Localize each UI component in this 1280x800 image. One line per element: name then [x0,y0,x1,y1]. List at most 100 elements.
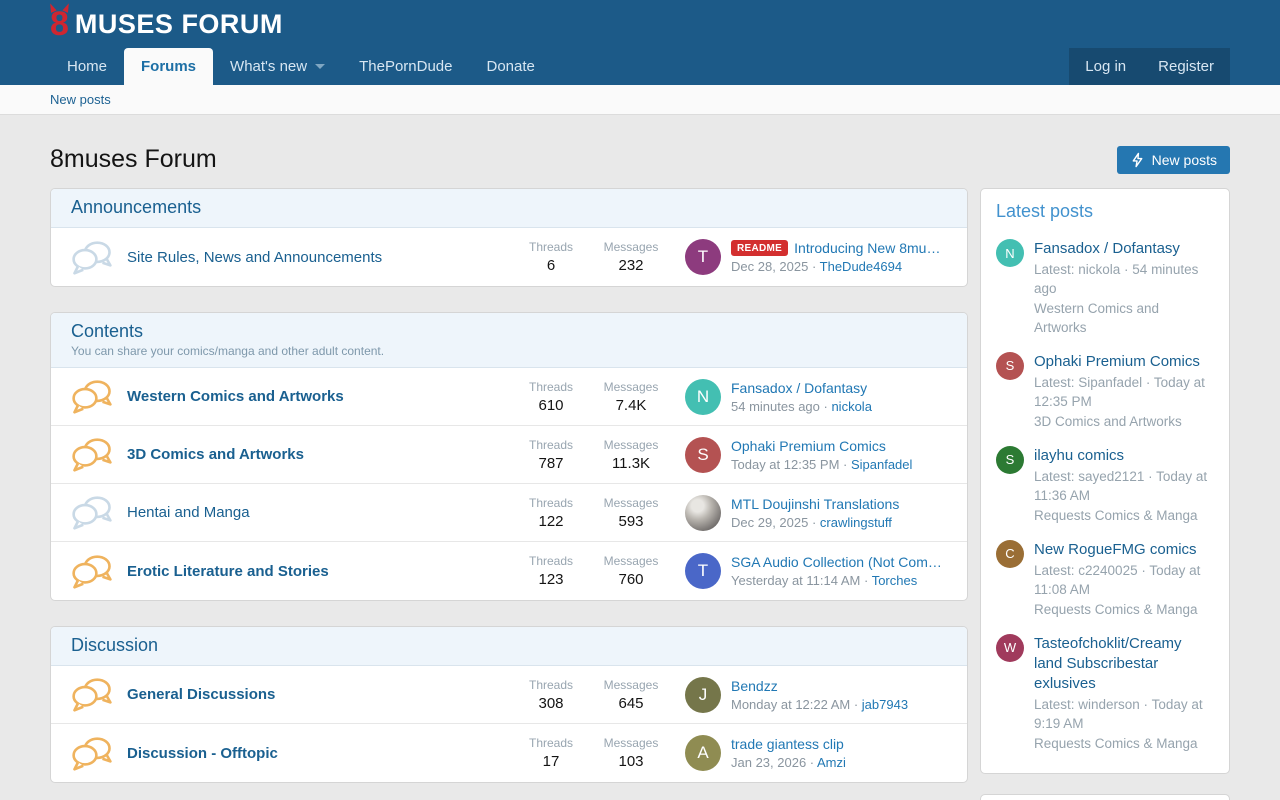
forum-link[interactable]: Discussion - Offtopic [127,744,278,762]
latest-post-forum: Western Comics and Artworks [1034,301,1160,335]
section-discussion: Discussion General Discussions Threads 30… [50,626,968,783]
avatar[interactable]: S [685,436,721,473]
section-title[interactable]: Announcements [71,197,202,217]
logo-devil-8-icon: 8 [50,5,69,43]
speech-bubbles-icon [71,554,113,589]
forum-link[interactable]: Western Comics and Artworks [127,388,344,405]
forum-link[interactable]: Erotic Literature and Stories [127,562,329,580]
readme-badge: README [731,240,789,256]
section-header: Announcements [51,189,967,228]
latest-user-link[interactable]: Torches [871,573,918,588]
threads-value: 122 [538,512,564,530]
register-button[interactable]: Register [1158,58,1214,75]
latest-user-link[interactable]: TheDude4694 [819,259,903,274]
latest-post-item: N Fansadox / Dofantasy Latest: nickola ·… [996,232,1214,345]
latest-thread-link[interactable]: Fansadox / Dofantasy [731,379,868,396]
speech-bubbles-icon [71,677,113,712]
avatar[interactable]: S [996,445,1024,474]
forum-statistics-widget: Forum statistics Threads: 3,245 Messages… [980,794,1230,800]
forum-row-site-rules: Site Rules, News and Announcements Threa… [51,228,967,286]
site-logo[interactable]: 8 MUSES FORUM [50,5,283,43]
latest-meta: Dec 28, 2025 · TheDude4694 [731,259,947,274]
messages-value: 760 [618,571,644,588]
latest-meta: Yesterday at 11:14 AM · Torches [731,573,947,588]
new-posts-button-label: New posts [1151,151,1217,168]
section-title[interactable]: Discussion [71,635,159,655]
nav-item-home[interactable]: Home [67,58,108,75]
latest-thread-link[interactable]: SGA Audio Collection (Not Complet... [731,554,947,570]
forum-link[interactable]: 3D Comics and Artworks [127,446,304,463]
chevron-down-icon [315,64,326,69]
messages-value: 232 [618,257,644,274]
latest-post-item: W Tasteofchoklit/Creamy land Subscribest… [996,627,1214,761]
nav-item-theporndude[interactable]: ThePornDude [359,58,453,75]
latest-post-forum: Requests Comics & Manga [1034,736,1198,752]
latest-thread-link[interactable]: Ophaki Premium Comics [731,437,886,454]
latest-meta: 54 minutes ago · nickola [731,399,872,414]
auth-nav: Log in Register [1069,48,1230,85]
avatar-photo[interactable] [685,494,721,531]
threads-label: Threads [528,495,574,510]
threads-label: Threads [528,437,574,452]
latest-date: Today at 12:35 PM · [731,456,851,472]
messages-label: Messages [603,437,659,452]
latest-post-link[interactable]: New RogueFMG comics [1034,540,1197,558]
latest-date: Dec 29, 2025 · [731,514,820,530]
latest-user-link[interactable]: Amzi [817,755,846,770]
avatar[interactable]: W [996,633,1024,662]
latest-post-meta: Latest: nickola · 54 minutes ago [1034,262,1199,297]
latest-post-forum: 3D Comics and Artworks [1034,413,1182,429]
avatar[interactable]: N [996,239,1024,267]
forum-link[interactable]: General Discussions [127,686,276,703]
nav-item-forums[interactable]: Forums [124,48,214,85]
messages-label: Messages [603,379,659,394]
latest-post-link[interactable]: Fansadox / Dofantasy [1034,240,1180,257]
section-announcements: Announcements Site Rules, News and Annou… [50,188,968,287]
latest-user-link[interactable]: crawlingstuff [819,514,892,530]
avatar[interactable]: S [996,351,1024,380]
threads-label: Threads [528,379,574,394]
latest-user-link[interactable]: jab7943 [861,696,909,712]
latest-post-forum: Requests Comics & Manga [1034,507,1198,523]
latest-post-block: T README Introducing New 8muses ... Dec … [685,239,947,275]
latest-meta: Jan 23, 2026 · Amzi [731,755,846,770]
threads-value: 787 [538,454,564,472]
main-nav: Home Forums What's new ThePornDude Donat… [0,48,1280,85]
forum-link[interactable]: Hentai and Manga [127,504,250,521]
latest-user-link[interactable]: nickola [831,398,872,414]
latest-date: Monday at 12:22 AM · [731,696,862,712]
avatar[interactable]: T [685,553,721,589]
threads-label: Threads [528,554,574,568]
avatar[interactable]: J [685,676,721,713]
avatar[interactable]: C [996,539,1024,568]
messages-value: 103 [618,753,644,770]
messages-value: 593 [618,512,644,530]
latest-thread-link[interactable]: MTL Doujinshi Translations [731,495,900,512]
latest-post-link[interactable]: ilayhu comics [1034,446,1125,464]
page-title: 8muses Forum [50,145,217,173]
section-title[interactable]: Contents [71,321,144,341]
latest-thread-link[interactable]: Introducing New 8muses ... [794,240,947,256]
threads-value: 123 [538,571,564,588]
nav-item-whats-new[interactable]: What's new [213,48,342,85]
latest-thread-link[interactable]: Bendzz [731,677,778,694]
speech-bubbles-icon [71,437,113,472]
latest-thread-link[interactable]: trade giantess clip [731,736,844,752]
avatar[interactable]: A [685,735,721,771]
site-header: 8 MUSES FORUM Home Forums What's new The… [0,0,1280,85]
latest-post-item: C New RogueFMG comics Latest: c2240025 ·… [996,533,1214,627]
login-button[interactable]: Log in [1085,58,1127,75]
new-posts-button[interactable]: New posts [1116,145,1230,174]
speech-bubbles-icon [71,240,113,275]
latest-post-link[interactable]: Ophaki Premium Comics [1034,352,1200,370]
latest-post-link[interactable]: Tasteofchoklit/Creamy land Subscribestar… [1034,634,1182,693]
lightning-bolt-icon [1132,152,1143,167]
latest-user-link[interactable]: Sipanfadel [850,456,913,472]
messages-value: 11.3K [611,454,651,472]
avatar[interactable]: T [685,239,721,275]
nav-item-donate[interactable]: Donate [486,58,535,75]
avatar[interactable]: N [685,378,721,415]
subnav-new-posts-link[interactable]: New posts [50,92,111,107]
forum-link[interactable]: Site Rules, News and Announcements [127,248,383,266]
forum-row-hentai-manga: Hentai and Manga Threads 122 Messages 593 … [51,484,967,542]
